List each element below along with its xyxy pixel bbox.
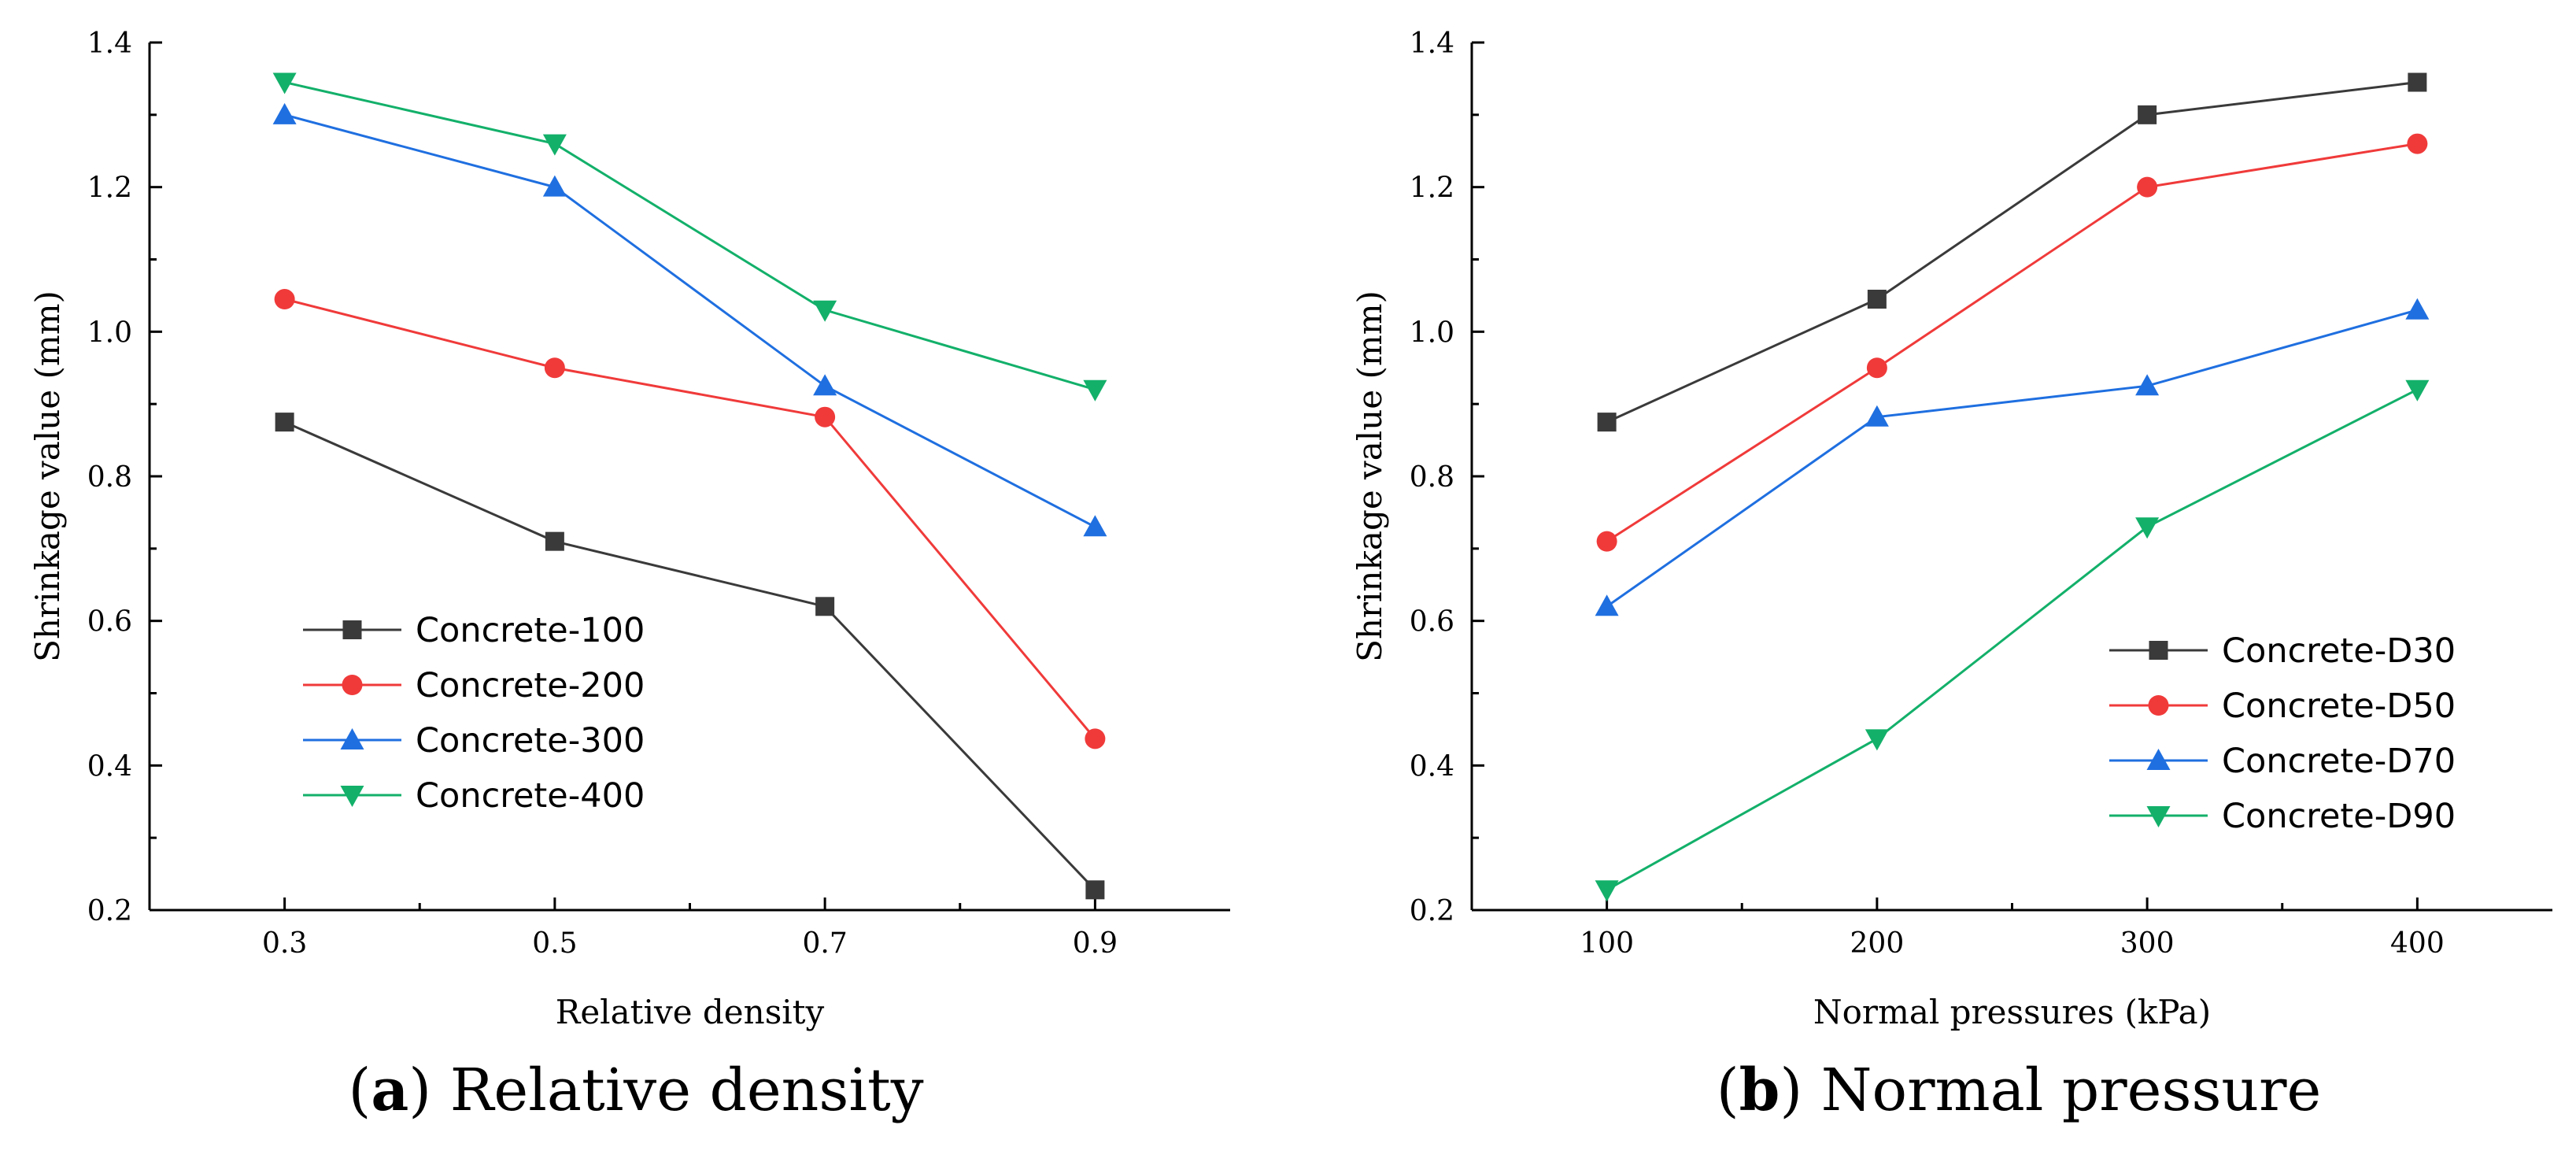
- data-point-Concrete-D30-300: [2138, 105, 2157, 124]
- caption-paren-open: (: [348, 1057, 371, 1124]
- data-point-Concrete-100-0.3: [275, 413, 294, 432]
- y-tick-label: 0.8: [87, 461, 132, 494]
- x-axis-title: Normal pressures (kPa): [1813, 993, 2211, 1031]
- y-tick-label: 1.2: [87, 172, 132, 205]
- caption-paren-close: ): [408, 1057, 449, 1124]
- x-tick-label: 100: [1580, 927, 1634, 960]
- y-tick-label: 1.4: [87, 28, 132, 60]
- y-tick-label: 1.0: [1410, 316, 1454, 349]
- legend-marker-square: [2149, 641, 2168, 660]
- y-tick-label: 0.6: [87, 606, 132, 638]
- y-tick-label: 1.2: [1410, 172, 1454, 205]
- data-point-Concrete-D90-200: [1865, 729, 1889, 751]
- series-line-Concrete-D50: [1606, 142, 2418, 542]
- x-tick-label: 0.9: [1073, 927, 1118, 960]
- series-line-Concrete-D30: [1606, 81, 2418, 424]
- series-line-Concrete-300: [284, 113, 1096, 528]
- y-axis-title: Shrinkage value (mm): [1351, 291, 1389, 662]
- legend-label: Concrete-200: [416, 666, 645, 705]
- data-point-Concrete-100-0.5: [545, 531, 564, 551]
- legend-label: Concrete-D30: [2222, 631, 2456, 671]
- data-point-Concrete-300-0.5: [542, 175, 567, 197]
- y-tick-label: 0.4: [87, 750, 132, 783]
- data-point-Concrete-D90-400: [2405, 379, 2430, 402]
- y-tick-label: 0.4: [1410, 750, 1454, 783]
- data-point-Concrete-D70-300: [2135, 374, 2160, 396]
- y-tick-label: 1.4: [1410, 28, 1454, 60]
- caption-paren-close: ): [1780, 1057, 1820, 1124]
- caption-text: Normal pressure: [1821, 1057, 2321, 1124]
- x-tick-label: 400: [2390, 927, 2445, 960]
- y-tick-label: 0.8: [1410, 461, 1454, 494]
- legend-label: Concrete-D90: [2222, 797, 2456, 836]
- data-point-Concrete-D30-100: [1597, 413, 1617, 432]
- series-line-Concrete-400: [284, 81, 1096, 391]
- x-tick-label: 300: [2120, 927, 2175, 960]
- legend-marker-triangle-up: [2146, 749, 2171, 770]
- data-point-Concrete-D30-200: [1867, 290, 1887, 309]
- legend: Concrete-100 Concrete-200 Concrete-300 Conc…: [303, 611, 645, 816]
- data-point-Concrete-400-0.7: [813, 300, 837, 322]
- data-point-Concrete-200-0.7: [815, 406, 836, 427]
- figure-caption: (b) Normal pressure: [1717, 1057, 2322, 1124]
- figure-caption: (a) Relative density: [348, 1057, 923, 1124]
- caption-paren-open: (: [1717, 1057, 1739, 1124]
- data-point-Concrete-D90-100: [1595, 880, 1619, 902]
- x-tick-label: 0.3: [262, 927, 307, 960]
- legend-label: Concrete-400: [416, 776, 645, 816]
- data-point-Concrete-D70-100: [1595, 594, 1619, 616]
- x-tick-label: 0.7: [802, 927, 847, 960]
- x-tick-label: 0.5: [532, 927, 577, 960]
- legend-marker-triangle-down: [340, 786, 364, 807]
- data-point-Concrete-300-0.7: [813, 374, 837, 396]
- legend-marker-circle: [2148, 695, 2169, 716]
- data-point-Concrete-D90-300: [2135, 517, 2160, 539]
- legend: Concrete-D30 Concrete-D50 Concrete-D70 Conc…: [2109, 631, 2456, 836]
- legend-marker-triangle-up: [340, 728, 364, 749]
- series-line-Concrete-D70: [1606, 309, 2418, 608]
- series-line-Concrete-200: [284, 298, 1096, 740]
- series-line-Concrete-100: [284, 420, 1096, 891]
- chart-a: 0.2 0.4 0.6 0.8 1.0 1.2 1.4 0.3 0.5 0.7 0.9 Relativ…: [28, 28, 1230, 1124]
- data-point-Concrete-D50-100: [1596, 531, 1617, 552]
- data-point-Concrete-400-0.3: [272, 72, 297, 94]
- legend-label: Concrete-300: [416, 721, 645, 761]
- data-point-Concrete-400-0.5: [542, 134, 567, 156]
- legend-marker-circle: [342, 675, 363, 695]
- y-tick-label: 1.0: [87, 316, 132, 349]
- data-point-Concrete-100-0.9: [1085, 880, 1105, 900]
- data-point-Concrete-400-0.9: [1083, 379, 1107, 402]
- data-point-Concrete-D50-400: [2407, 133, 2428, 154]
- data-point-Concrete-300-0.9: [1083, 515, 1107, 537]
- legend-marker-triangle-down: [2146, 806, 2171, 827]
- data-point-Concrete-200-0.5: [544, 357, 565, 379]
- y-tick-label: 0.2: [1410, 895, 1454, 927]
- data-point-Concrete-D70-200: [1865, 405, 1889, 427]
- data-point-Concrete-D70-400: [2405, 298, 2430, 320]
- caption-letter: b: [1739, 1057, 1780, 1124]
- data-point-Concrete-300-0.3: [272, 102, 297, 124]
- data-point-Concrete-D50-300: [2137, 176, 2158, 198]
- y-axis-title: Shrinkage value (mm): [28, 291, 67, 662]
- legend-label: Concrete-D70: [2222, 742, 2456, 781]
- x-tick-label: 200: [1850, 927, 1905, 960]
- data-point-Concrete-200-0.3: [274, 289, 295, 310]
- legend-marker-square: [342, 620, 362, 639]
- legend-label: Concrete-100: [416, 611, 645, 650]
- data-point-Concrete-D50-200: [1866, 357, 1887, 379]
- caption-text: Relative density: [450, 1057, 924, 1124]
- series-line-Concrete-D90: [1606, 388, 2419, 891]
- y-tick-label: 0.6: [1410, 606, 1454, 638]
- data-point-Concrete-D30-400: [2408, 72, 2427, 92]
- chart-b: 0.2 0.4 0.6 0.8 1.0 1.2 1.4 100 200 300 400 Normal …: [1351, 28, 2552, 1124]
- caption-letter: a: [371, 1057, 408, 1124]
- data-point-Concrete-100-0.7: [815, 597, 835, 616]
- data-point-Concrete-200-0.9: [1085, 728, 1106, 749]
- legend-label: Concrete-D50: [2222, 687, 2456, 726]
- y-tick-label: 0.2: [87, 895, 132, 927]
- x-axis-title: Relative density: [556, 993, 825, 1031]
